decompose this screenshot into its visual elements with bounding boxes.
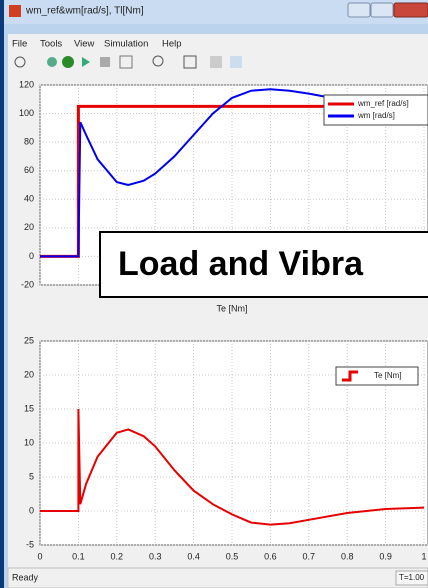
menu-item[interactable]: Help bbox=[162, 39, 182, 50]
y-tick-label: 80 bbox=[24, 137, 34, 147]
edit-icon[interactable] bbox=[230, 56, 242, 68]
y-tick-label: -5 bbox=[26, 539, 34, 549]
time-text: T=1.00 bbox=[399, 573, 425, 582]
annotation-text: Load and Vibra bbox=[118, 245, 364, 283]
x-tick-label: 0.2 bbox=[111, 551, 124, 561]
time-box bbox=[395, 570, 428, 586]
app-icon bbox=[9, 5, 21, 17]
series-line bbox=[40, 88, 425, 258]
y-tick-label: 120 bbox=[19, 79, 34, 89]
menu-item[interactable]: View bbox=[74, 39, 95, 50]
style-icon[interactable] bbox=[210, 56, 222, 68]
step-forward-icon[interactable] bbox=[82, 57, 90, 67]
menu-item[interactable]: File bbox=[12, 39, 27, 50]
x-tick-label: 1 bbox=[421, 551, 426, 561]
series-line bbox=[40, 104, 424, 258]
y-tick-label: 20 bbox=[24, 369, 34, 379]
settings-icon[interactable] bbox=[14, 56, 26, 68]
y-tick-label: 5 bbox=[29, 471, 34, 481]
x-tick-label: 0.1 bbox=[72, 551, 85, 561]
highlight-icon[interactable] bbox=[119, 55, 133, 69]
stop-icon[interactable] bbox=[100, 57, 110, 67]
y-tick-label: 25 bbox=[24, 335, 34, 345]
legend-label: Te [Nm] bbox=[374, 371, 402, 380]
y-tick-label: 10 bbox=[24, 437, 34, 447]
plot-title: Te [Nm] bbox=[216, 303, 247, 313]
menu-item[interactable]: Simulation bbox=[104, 39, 148, 50]
series-line bbox=[40, 408, 425, 526]
x-tick-label: 0.9 bbox=[379, 551, 392, 561]
legend-label: wm [rad/s] bbox=[357, 111, 395, 120]
minimize-button[interactable] bbox=[347, 2, 371, 18]
zoom-icon[interactable] bbox=[152, 55, 164, 67]
y-tick-label: 100 bbox=[19, 108, 34, 118]
y-tick-label: 60 bbox=[24, 165, 34, 175]
y-tick-label: 0 bbox=[29, 505, 34, 515]
legend-label: wm_ref [rad/s] bbox=[357, 99, 409, 108]
y-tick-label: 20 bbox=[24, 222, 34, 232]
step-back-icon[interactable] bbox=[47, 57, 57, 67]
x-tick-label: 0.7 bbox=[303, 551, 316, 561]
x-tick-label: 0 bbox=[37, 551, 42, 561]
autoscale-icon[interactable] bbox=[183, 55, 197, 69]
x-tick-label: 0.3 bbox=[149, 551, 162, 561]
y-tick-label: -20 bbox=[21, 279, 34, 289]
x-tick-label: 0.8 bbox=[341, 551, 354, 561]
status-bar bbox=[7, 567, 428, 588]
x-tick-label: 0.6 bbox=[264, 551, 277, 561]
toolbar bbox=[14, 55, 242, 69]
window-title: wm_ref&wm[rad/s], Tl[Nm] bbox=[25, 6, 144, 17]
menu-item[interactable]: Tools bbox=[40, 39, 62, 50]
status-text: Ready bbox=[12, 572, 39, 582]
x-tick-label: 0.4 bbox=[187, 551, 200, 561]
annotation-box bbox=[99, 231, 428, 298]
y-tick-label: 40 bbox=[24, 194, 34, 204]
x-tick-label: 0.5 bbox=[226, 551, 239, 561]
y-tick-label: 0 bbox=[29, 251, 34, 261]
legend-box bbox=[323, 94, 428, 126]
legend-swatch bbox=[342, 370, 358, 382]
maximize-button[interactable] bbox=[370, 2, 394, 18]
close-button[interactable] bbox=[393, 2, 428, 18]
run-icon[interactable] bbox=[62, 56, 74, 68]
y-tick-label: 15 bbox=[24, 403, 34, 413]
menu-bar: File Tools View Simulation Help bbox=[12, 39, 182, 50]
